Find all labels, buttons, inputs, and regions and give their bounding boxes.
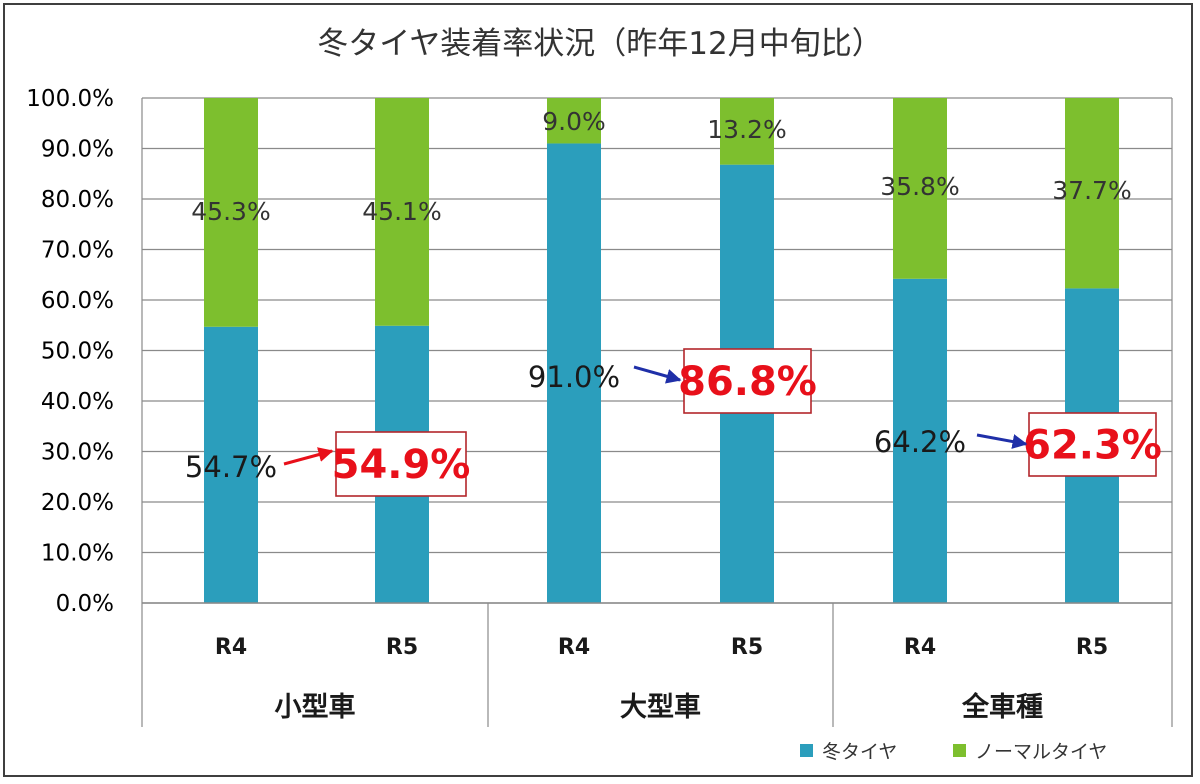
category-group-label: 全車種 [961,691,1043,723]
y-tick-label: 70.0% [41,238,114,264]
winter-tire-highlight-label: 54.9% [332,442,471,488]
chart-frame: 冬タイヤ装着率状況（昨年12月中旬比） 0.0% 10.0% 20.0% 30.0% 4… [3,3,1193,777]
y-tick-label: 40.0% [41,389,114,415]
bar-normal-tire [204,98,258,327]
y-tick-label: 50.0% [41,339,114,365]
y-tick-label: 100.0% [26,86,114,112]
category-year-label: R5 [731,635,763,660]
legend-swatch [800,744,813,757]
normal-tire-label: 9.0% [542,107,606,136]
highlight-box [1028,412,1157,477]
bar-winter-tire [204,326,258,603]
gridlines [141,97,1173,604]
legend: 冬タイヤ ノーマルタイヤ [800,741,1107,763]
normal-tire-label: 37.7% [1052,176,1131,205]
y-tick-label: 10.0% [41,541,114,567]
category-year-label: R5 [386,635,418,660]
bar-normal-tire [720,98,774,165]
bar-normal-tire [1065,98,1119,289]
bar-normal-tire [375,98,429,326]
winter-tire-chart: 冬タイヤ装着率状況（昨年12月中旬比） 0.0% 10.0% 20.0% 30.0% 4… [26,26,1173,763]
y-tick-label: 30.0% [41,440,114,466]
winter-tire-highlight-label: 86.8% [678,359,817,405]
category-year-label: R4 [215,635,247,660]
comparison-arrow [633,365,682,384]
y-axis: 0.0% 10.0% 20.0% 30.0% 40.0% 50.0% 60.0% 70.0% 8… [26,86,114,617]
category-group-label: 大型車 [620,692,701,723]
normal-tire-label: 35.8% [880,172,959,201]
highlight-box [335,431,467,497]
legend-label: ノーマルタイヤ [975,741,1107,763]
legend-swatch [953,744,966,757]
y-tick-label: 60.0% [41,288,114,314]
legend-label: 冬タイヤ [822,741,897,763]
y-tick-label: 0.0% [56,591,114,617]
y-tick-label: 80.0% [41,187,114,213]
highlight-box [683,348,812,414]
bar-normal-tire [547,98,601,144]
chart-title: 冬タイヤ装着率状況（昨年12月中旬比） [317,26,883,62]
category-group-label: 小型車 [275,692,356,723]
y-tick-label: 20.0% [41,490,114,516]
category-year-label: R4 [558,635,590,660]
winter-tire-label: 54.7% [185,450,277,484]
bar-winter-tire [547,143,601,603]
bar-winter-tire [893,278,947,603]
normal-tire-label: 45.3% [191,197,270,226]
bar-normal-tire [893,98,947,279]
category-year-label: R4 [904,635,936,660]
normal-tire-label: 13.2% [707,115,786,144]
winter-tire-label: 91.0% [528,360,620,394]
category-year-label: R5 [1076,635,1108,660]
data-labels: 45.3% 45.1% 9.0% 13.2% 35.8% 37.7% 54.7% 91.0% 6… [185,107,1162,497]
winter-tire-label: 64.2% [874,425,966,459]
comparison-arrow [283,447,334,466]
comparison-arrow [976,433,1028,449]
y-tick-label: 90.0% [41,137,114,163]
normal-tire-label: 45.1% [362,197,441,226]
winter-tire-highlight-label: 62.3% [1023,423,1162,469]
x-axis: R4 R5 R4 R5 R4 R5 小型車 大型車 全車種 [141,602,1173,727]
bar-series [204,98,1119,603]
